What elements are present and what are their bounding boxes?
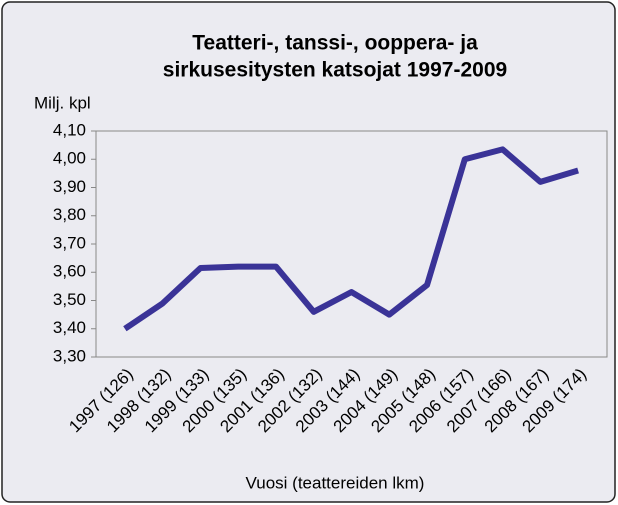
y-tick-label: 3,90 — [53, 177, 86, 196]
y-tick-label: 4,00 — [53, 149, 86, 168]
data-line — [123, 146, 579, 332]
chart-title: sirkusesitysten katsojat 1997-2009 — [163, 59, 507, 82]
y-tick-label: 3,60 — [53, 262, 86, 281]
y-tick-label: 3,80 — [53, 205, 86, 224]
y-tick-label: 3,40 — [53, 318, 86, 337]
y-tick-label: 3,70 — [53, 233, 86, 252]
x-axis-label: Vuosi (teattereiden lkm) — [246, 473, 425, 492]
y-tick-label: 3,50 — [53, 290, 86, 309]
y-tick-label: 3,30 — [53, 346, 86, 365]
y-tick-label: 4,10 — [53, 120, 86, 139]
chart-title: Teatteri-, tanssi-, ooppera- ja — [192, 32, 478, 55]
plot-area — [95, 130, 608, 358]
y-axis-label: Milj. kpl — [34, 93, 91, 112]
